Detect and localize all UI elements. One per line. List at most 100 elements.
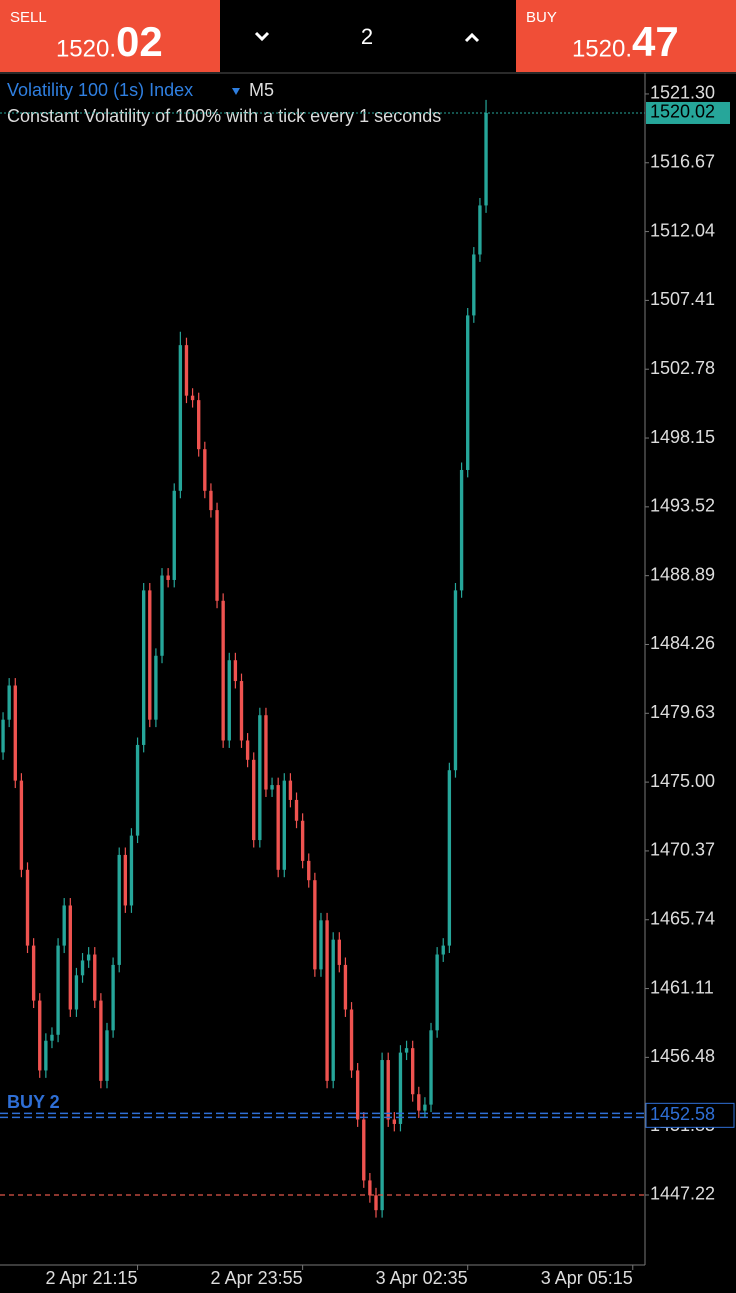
candle-body <box>190 395 195 401</box>
y-tick-label: 1475.00 <box>650 771 715 791</box>
candle-body <box>80 960 85 976</box>
candle-body <box>325 920 329 1081</box>
y-tick-label: 1502.78 <box>650 358 715 378</box>
candle-body <box>160 575 164 656</box>
candle-body <box>453 590 458 771</box>
y-tick-label: 1447.22 <box>650 1184 715 1204</box>
candle-body <box>484 112 488 206</box>
candle-body <box>74 975 79 1010</box>
subtitle: Constant Volatility of 100% with a tick … <box>7 106 441 126</box>
candle-body <box>184 345 189 396</box>
candle-body <box>386 1060 390 1120</box>
candle-body <box>264 715 268 790</box>
candle-body <box>459 469 464 591</box>
candle-body <box>62 905 66 946</box>
candle-body <box>355 1070 360 1120</box>
candle-body <box>478 205 482 255</box>
candle-body <box>215 510 219 601</box>
candle-body <box>337 939 341 965</box>
candle-body <box>38 1000 42 1071</box>
y-tick-label: 1470.37 <box>650 840 715 860</box>
buy-label: BUY <box>526 9 557 26</box>
candle-body <box>172 490 176 580</box>
candle-body <box>227 660 231 741</box>
order-price-tag: 1452.58 <box>650 1104 715 1124</box>
candle-body <box>441 945 445 955</box>
candle-body <box>141 590 146 745</box>
candle-body <box>466 315 470 470</box>
symbol-dropdown[interactable] <box>232 88 240 95</box>
candle-body <box>362 1119 366 1181</box>
candle-body <box>99 1000 103 1081</box>
candle-body <box>447 770 452 946</box>
candle-body <box>86 954 91 961</box>
candle-body <box>25 869 30 946</box>
sell-label: SELL <box>10 9 47 26</box>
candle-body <box>392 1119 397 1124</box>
candle-body <box>252 759 256 841</box>
candle-body <box>129 835 134 906</box>
candle-body <box>245 740 250 760</box>
candle-body <box>148 590 152 720</box>
candle-body <box>111 964 115 1031</box>
y-tick-label: 1484.26 <box>650 633 715 653</box>
candle-body <box>313 880 317 970</box>
candle-body <box>429 1030 433 1105</box>
timeframe[interactable]: M5 <box>249 80 274 100</box>
candle-body <box>410 1048 415 1095</box>
candle-body <box>31 945 36 1001</box>
candle-body <box>404 1048 409 1053</box>
candle-body <box>300 820 305 861</box>
lot-increase[interactable] <box>464 32 480 43</box>
candle-body <box>368 1180 372 1196</box>
x-tick-label: 3 Apr 05:15 <box>541 1268 633 1288</box>
candle-body <box>270 785 274 790</box>
lot-decrease[interactable] <box>254 31 270 42</box>
y-tick-label: 1516.67 <box>650 152 715 172</box>
candle-body <box>282 780 286 870</box>
candle-body <box>417 1094 421 1111</box>
y-tick-label: 1456.48 <box>650 1046 715 1066</box>
candle-body <box>239 681 244 741</box>
candle-body <box>1 719 5 753</box>
candle-body <box>374 1195 378 1211</box>
candle-body <box>135 744 140 836</box>
buy-button[interactable] <box>516 0 736 72</box>
candle-body <box>307 860 311 881</box>
candle-body <box>288 780 293 800</box>
lot-value[interactable]: 2 <box>361 24 373 49</box>
candle-body <box>197 400 201 450</box>
candle-body <box>105 1030 109 1081</box>
sell-button[interactable] <box>0 0 220 72</box>
buy-price-main: 1520. <box>572 35 632 62</box>
candle-body <box>398 1052 403 1124</box>
candle-body <box>123 854 128 906</box>
candle-body <box>209 490 213 511</box>
candle-body <box>233 660 238 682</box>
sell-price-pips: 02 <box>116 18 163 65</box>
symbol-title[interactable]: Volatility 100 (1s) Index <box>7 80 193 100</box>
order-price-tag-bg <box>645 1102 735 1128</box>
y-tick-label: 1488.89 <box>650 564 715 584</box>
current-price-tag: 1520.02 <box>650 102 715 122</box>
candle-body <box>423 1104 427 1111</box>
y-tick-label: 1479.63 <box>650 702 715 722</box>
x-tick-label: 2 Apr 21:15 <box>45 1268 137 1288</box>
candle-body <box>331 939 335 1081</box>
y-tick-label: 1512.04 <box>650 220 715 240</box>
candle-body <box>380 1060 384 1211</box>
x-tick-label: 3 Apr 02:35 <box>376 1268 468 1288</box>
buy-price-pips: 47 <box>632 18 679 65</box>
y-tick-label: 1507.41 <box>650 289 715 309</box>
candle-body <box>472 254 476 316</box>
candle-body <box>178 345 183 491</box>
y-tick-label: 1461.11 <box>650 977 714 997</box>
candle-body <box>258 715 262 841</box>
candle-body <box>7 685 11 720</box>
candle-body <box>93 954 97 1001</box>
candle-body <box>349 1009 354 1071</box>
candle-body <box>276 785 280 870</box>
y-tick-label: 1493.52 <box>650 496 715 516</box>
